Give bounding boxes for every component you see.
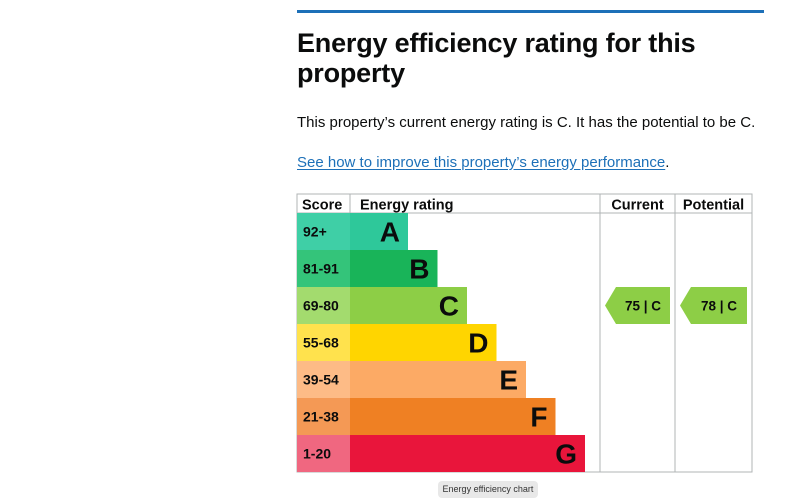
band-bar-c <box>350 287 467 324</box>
band-bar-g <box>350 435 585 472</box>
band-bar-b <box>350 250 438 287</box>
band-bar-d <box>350 324 497 361</box>
score-cell-g <box>297 435 350 472</box>
score-range-e: 39-54 <box>303 372 339 388</box>
improve-paragraph: See how to improve this property’s energ… <box>297 153 669 173</box>
score-range-c: 69-80 <box>303 298 339 314</box>
score-cell-d <box>297 324 350 361</box>
score-cell-f <box>297 398 350 435</box>
band-letter-g: G <box>555 439 577 470</box>
band-letter-c: C <box>439 291 459 322</box>
potential-arrow <box>680 287 747 324</box>
improve-suffix: . <box>665 154 670 171</box>
score-range-g: 1-20 <box>303 446 331 462</box>
band-letter-e: E <box>499 365 518 396</box>
score-cell-b <box>297 250 350 287</box>
band-letter-a: A <box>380 217 400 248</box>
band-bar-f <box>350 398 556 435</box>
score-cell-a <box>297 213 350 250</box>
score-cell-c <box>297 287 350 324</box>
band-letter-b: B <box>409 254 429 285</box>
band-bar-a <box>350 213 408 250</box>
current-rating-label: 75 | C <box>625 299 661 314</box>
score-range-d: 55-68 <box>303 335 339 351</box>
improve-energy-link[interactable]: See how to improve this property’s energ… <box>297 154 666 171</box>
header-energy-rating: Energy rating <box>360 198 453 214</box>
page-title: Energy efficiency rating for this proper… <box>297 28 696 88</box>
chart-caption: Energy efficiency chart <box>438 481 538 498</box>
header-potential: Potential <box>683 198 744 214</box>
band-bar-e <box>350 361 526 398</box>
band-letter-d: D <box>468 328 488 359</box>
current-arrow <box>605 287 670 324</box>
rating-summary: This property’s current energy rating is… <box>297 114 756 131</box>
header-current: Current <box>611 198 664 214</box>
score-range-b: 81-91 <box>303 261 339 277</box>
score-cell-e <box>297 361 350 398</box>
header-score: Score <box>302 198 342 214</box>
potential-rating-label: 78 | C <box>701 299 737 314</box>
score-range-f: 21-38 <box>303 409 339 425</box>
band-letter-f: F <box>530 402 547 433</box>
top-divider <box>297 10 764 13</box>
score-range-a: 92+ <box>303 224 327 240</box>
